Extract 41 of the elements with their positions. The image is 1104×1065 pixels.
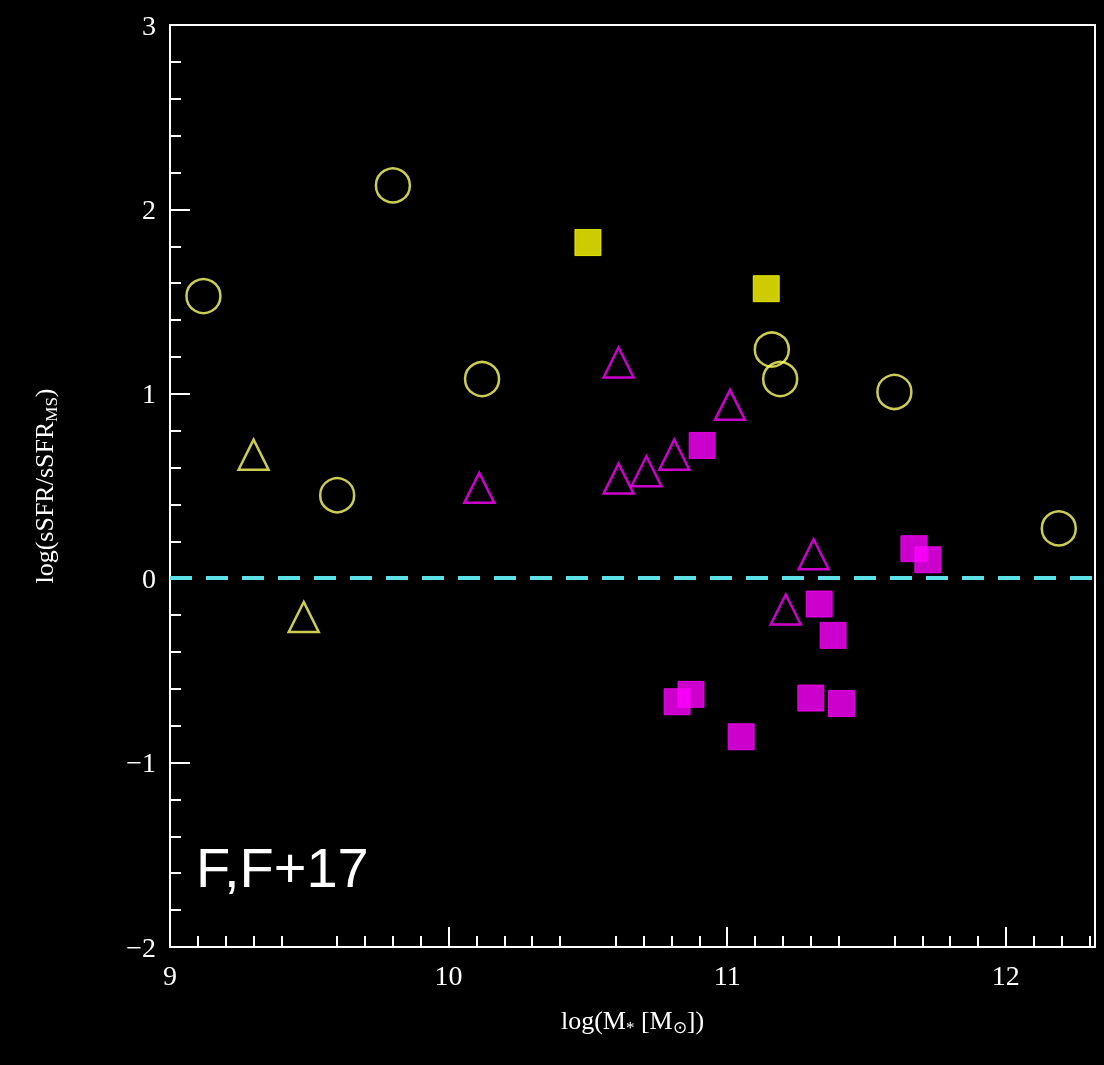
point [914, 546, 942, 574]
point [753, 331, 791, 368]
point [677, 680, 705, 708]
point [185, 277, 222, 315]
point [713, 388, 747, 422]
y-tick-label: 3 [142, 9, 156, 41]
y-tick-label: −1 [126, 747, 156, 779]
point [658, 438, 691, 471]
x-tick-label: 10 [434, 959, 463, 991]
y-tick-label: −2 [126, 931, 156, 963]
point [574, 229, 602, 257]
point [805, 590, 833, 618]
x-tick-label: 9 [163, 959, 177, 991]
point [827, 690, 855, 718]
point [287, 600, 320, 634]
point [876, 373, 913, 411]
point [797, 684, 825, 712]
point [761, 360, 799, 398]
y-tick-label: 2 [142, 193, 156, 225]
point [602, 346, 635, 379]
point [630, 455, 663, 488]
point [688, 431, 716, 459]
y-axis-title: log(sSFR/sSFRMS) [30, 388, 61, 584]
y-tick-label: 1 [142, 378, 156, 410]
point [727, 723, 755, 751]
point [769, 593, 802, 626]
y-tick-label: 0 [142, 562, 156, 594]
point [237, 438, 270, 471]
x-tick-label: 11 [713, 959, 741, 991]
point [819, 621, 847, 649]
x-tick-label: 12 [991, 959, 1020, 991]
annotation: F,F+17 [196, 835, 369, 899]
point [463, 471, 496, 505]
point [797, 537, 830, 571]
point [752, 275, 780, 303]
point [463, 360, 501, 398]
point [374, 167, 412, 204]
point [602, 462, 635, 495]
point [1040, 510, 1078, 547]
point [318, 476, 356, 514]
x-axis-title: log(M* [M⊙]) [560, 1006, 705, 1037]
